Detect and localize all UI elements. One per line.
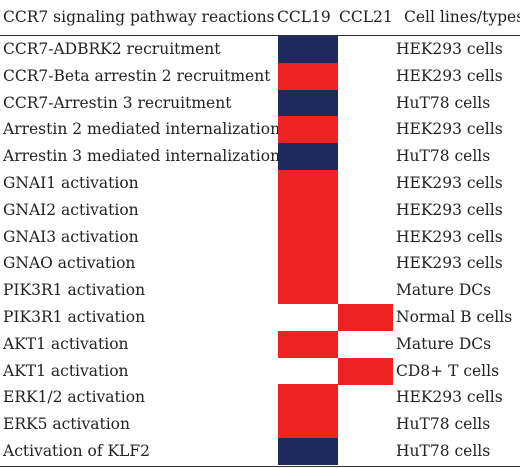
table-row: PIK3R1 activation Normal B cells — [0, 304, 520, 331]
header-divider — [0, 35, 520, 36]
ccl19-heat-cell — [278, 62, 338, 90]
ccl21-heat-cell — [338, 357, 393, 385]
cell-line-label: HEK293 cells — [396, 388, 503, 407]
cell-line-label: Normal B cells — [396, 308, 513, 326]
ccl19-heat-cell — [278, 143, 338, 171]
ccl19-heat-cell — [278, 170, 338, 197]
ccl19-heat-cell — [278, 330, 338, 358]
ccl19-heat-cell — [278, 223, 338, 251]
reaction-label: AKT1 activation — [3, 334, 129, 353]
ccl19-heat-cell — [278, 277, 338, 305]
reaction-label: GNAI3 activation — [3, 227, 139, 246]
table-row: PIK3R1 activation Mature DCs — [0, 277, 520, 305]
table-row: GNAI3 activation HEK293 cells — [0, 223, 520, 251]
ccl19-heat-cell — [278, 384, 338, 412]
cell-line-label: HEK293 cells — [396, 174, 503, 192]
table-row: CCR7-Beta arrestin 2 recruitment HEK293 c… — [0, 62, 520, 90]
cell-line-label: HEK293 cells — [396, 254, 503, 273]
ccl19-heat-cell — [278, 196, 338, 224]
ccl19-heat-cell — [278, 250, 338, 278]
table-bottom-rule — [0, 466, 520, 467]
cell-line-label: HEK293 cells — [396, 200, 503, 219]
reaction-label: Arrestin 3 mediated internalization — [3, 147, 281, 166]
cell-line-label: HEK293 cells — [396, 227, 503, 246]
cell-line-label: HuT78 cells — [396, 93, 491, 112]
ccl19-heat-cell — [278, 36, 338, 63]
reaction-label: CCR7-Beta arrestin 2 recruitment — [3, 66, 271, 85]
reaction-label: Activation of KLF2 — [3, 442, 150, 460]
reaction-label: PIK3R1 activation — [3, 281, 146, 300]
header-cell-lines: Cell lines/types — [404, 8, 520, 26]
ccl19-heat-cell — [278, 438, 338, 465]
cell-line-label: HEK293 cells — [396, 66, 503, 85]
cell-line-label: HuT78 cells — [396, 415, 491, 434]
table-row: GNAI2 activation HEK293 cells — [0, 196, 520, 224]
cell-line-label: HEK293 cells — [396, 120, 503, 139]
reaction-label: ERK5 activation — [3, 415, 130, 434]
ccl21-heat-cell — [338, 304, 393, 331]
reaction-label: GNAO activation — [3, 254, 136, 273]
reaction-label: GNAI2 activation — [3, 200, 139, 219]
reaction-label: PIK3R1 activation — [3, 308, 146, 326]
table-row: GNAO activation HEK293 cells — [0, 250, 520, 278]
header-reaction: CCR7 signaling pathway reactions — [3, 8, 275, 26]
cell-line-label: HuT78 cells — [396, 442, 491, 460]
reaction-label: ERK1/2 activation — [3, 388, 146, 407]
cell-line-label: HEK293 cells — [396, 40, 503, 58]
cell-line-label: Mature DCs — [396, 281, 492, 300]
table-row: GNAI1 activation HEK293 cells — [0, 170, 520, 197]
table-row: AKT1 activation CD8+ T cells — [0, 357, 520, 385]
table-row: CCR7-ADBRK2 recruitment HEK293 cells — [0, 36, 520, 63]
table-row: Arrestin 2 mediated internalization HEK29… — [0, 116, 520, 144]
reaction-label: CCR7-ADBRK2 recruitment — [3, 40, 221, 58]
header-ccl21: CCL21 — [339, 8, 393, 26]
cell-line-label: Mature DCs — [396, 334, 492, 353]
cell-line-label: HuT78 cells — [396, 147, 491, 166]
table-row: AKT1 activation Mature DCs — [0, 330, 520, 358]
ccl19-heat-cell — [278, 89, 338, 117]
reaction-label: CCR7-Arrestin 3 recruitment — [3, 93, 232, 112]
ccl19-heat-cell — [278, 411, 338, 439]
reaction-label: GNAI1 activation — [3, 174, 139, 192]
ccl19-heat-cell — [278, 116, 338, 144]
reaction-label: Arrestin 2 mediated internalization — [3, 120, 281, 139]
table-row: CCR7-Arrestin 3 recruitment HuT78 cells — [0, 89, 520, 117]
table-row: ERK5 activation HuT78 cells — [0, 411, 520, 439]
table-row: Arrestin 3 mediated internalization HuT78… — [0, 143, 520, 171]
header-ccl19: CCL19 — [277, 8, 331, 26]
table-row: ERK1/2 activation HEK293 cells — [0, 384, 520, 412]
cell-line-label: CD8+ T cells — [396, 361, 500, 380]
reaction-label: AKT1 activation — [3, 361, 129, 380]
table-row: Activation of KLF2 HuT78 cells — [0, 438, 520, 465]
